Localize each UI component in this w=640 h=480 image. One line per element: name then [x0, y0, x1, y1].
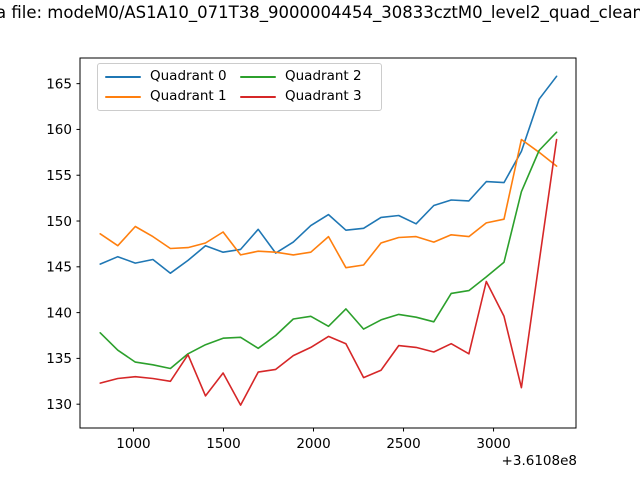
legend-item-quadrant-3: Quadrant 3	[240, 87, 375, 107]
series-line-quadrant-0	[99, 75, 558, 275]
legend-label: Quadrant 0	[150, 68, 227, 85]
legend-label: Quadrant 3	[285, 88, 362, 105]
y-tick-label: 135	[46, 351, 72, 367]
x-tick-label: 1000	[116, 436, 150, 452]
y-tick-label: 145	[46, 260, 72, 276]
legend-line-swatch	[105, 96, 141, 98]
x-tick-label: 3000	[476, 436, 510, 452]
axes-frame	[79, 57, 577, 429]
legend-label: Quadrant 1	[150, 88, 227, 105]
x-tick-label: 2500	[386, 436, 420, 452]
legend-item-quadrant-2: Quadrant 2	[240, 67, 375, 87]
y-tick-label: 150	[46, 214, 72, 230]
y-tick-label: 155	[46, 168, 72, 184]
legend-line-swatch	[105, 76, 141, 78]
y-tick-label: 165	[46, 76, 72, 92]
x-tick-label: 2000	[296, 436, 330, 452]
legend-label: Quadrant 2	[285, 68, 362, 85]
y-tick-label: 140	[46, 305, 72, 321]
chart-title: a file: modeM0/AS1A10_071T38_9000004454_…	[0, 3, 640, 22]
legend-line-swatch	[240, 76, 276, 78]
legend: Quadrant 0 Quadrant 1 Quadrant 2 Quadrant 3	[97, 63, 382, 111]
legend-item-quadrant-1: Quadrant 1	[105, 87, 240, 107]
y-tick-label: 160	[46, 122, 72, 138]
x-tick-label: 1500	[206, 436, 240, 452]
series-line-quadrant-2	[99, 131, 558, 370]
x-axis-offset-label: +3.6108e8	[502, 453, 577, 469]
chart-title-container: a file: modeM0/AS1A10_071T38_9000004454_…	[0, 0, 640, 28]
legend-line-swatch	[240, 96, 276, 98]
legend-item-quadrant-0: Quadrant 0	[105, 67, 240, 87]
series-line-quadrant-1	[99, 138, 558, 269]
series-line-quadrant-3	[99, 138, 558, 406]
y-tick-label: 130	[46, 397, 72, 413]
